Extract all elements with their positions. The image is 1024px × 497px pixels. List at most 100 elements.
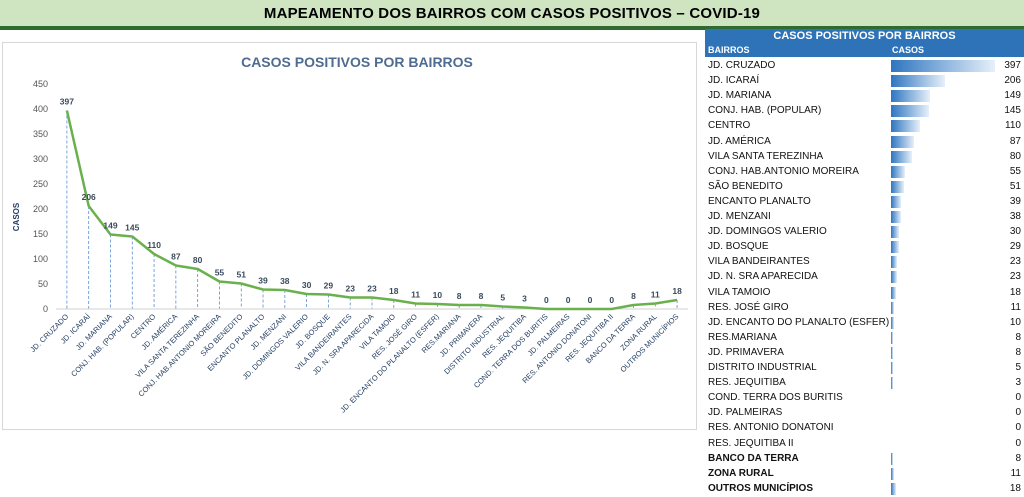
table-row: JD. MARIANA 149 bbox=[705, 89, 1024, 104]
row-bairro-name: JD. ENCANTO DO PLANALTO (ESFER) bbox=[708, 316, 890, 328]
row-data-bar bbox=[891, 211, 901, 223]
row-bairro-name: JD. MENZANI bbox=[708, 211, 771, 222]
row-data-bar bbox=[891, 135, 914, 148]
y-tick-label: 250 bbox=[33, 179, 48, 189]
row-data-bar bbox=[891, 195, 902, 208]
y-axis-label: CASOS bbox=[12, 202, 21, 231]
chart-title: CASOS POSITIVOS POR BAIRROS bbox=[241, 54, 473, 70]
row-casos-value: 55 bbox=[1009, 165, 1021, 177]
row-bairro-name: JD. BOSQUE bbox=[708, 241, 769, 253]
row-data-bar bbox=[891, 362, 893, 374]
data-label: 55 bbox=[215, 268, 225, 278]
cases-table: CASOS POSITIVOS POR BAIRROS BAIRROS CASO… bbox=[705, 29, 1024, 495]
table-row: RES. JOSÉ GIRO 11 bbox=[705, 301, 1024, 316]
table-row: SÃO BENEDITO 51 bbox=[705, 180, 1024, 195]
row-casos-value: 39 bbox=[1009, 195, 1021, 207]
table-row: JD. MENZANI 38 bbox=[705, 210, 1024, 225]
row-bairro-name: COND. TERRA DOS BURITIS bbox=[708, 392, 843, 404]
row-casos-value: 0 bbox=[1015, 407, 1021, 419]
data-label: 5 bbox=[500, 293, 505, 303]
data-label: 38 bbox=[280, 276, 290, 286]
row-casos-value: 8 bbox=[1015, 346, 1021, 358]
table-row: JD. BOSQUE 29 bbox=[705, 240, 1024, 255]
row-casos-value: 11 bbox=[1010, 301, 1021, 313]
data-label: 3 bbox=[522, 294, 527, 304]
data-label: 51 bbox=[237, 270, 247, 280]
row-casos-value: 8 bbox=[1015, 452, 1021, 464]
row-bairro-name: DISTRITO INDUSTRIAL bbox=[708, 362, 817, 373]
data-label: 110 bbox=[147, 240, 161, 250]
data-label: 11 bbox=[651, 290, 660, 300]
row-data-bar bbox=[891, 286, 896, 299]
data-label: 0 bbox=[566, 295, 571, 305]
y-tick-label: 350 bbox=[33, 129, 48, 139]
row-bairro-name: SÃO BENEDITO bbox=[708, 180, 783, 192]
row-casos-value: 23 bbox=[1009, 256, 1021, 268]
data-label: 206 bbox=[82, 192, 96, 202]
data-label: 0 bbox=[588, 295, 593, 305]
row-casos-value: 51 bbox=[1009, 180, 1021, 192]
row-bairro-name: RES. JOSÉ GIRO bbox=[708, 301, 789, 313]
data-label: 145 bbox=[125, 223, 139, 233]
y-tick-label: 100 bbox=[33, 254, 48, 264]
row-casos-value: 110 bbox=[1005, 120, 1021, 132]
table-row: JD. ICARAÍ 206 bbox=[705, 74, 1024, 89]
table-row: ZONA RURAL 11 bbox=[705, 467, 1024, 482]
row-data-bar bbox=[891, 241, 899, 254]
y-tick-label: 0 bbox=[43, 304, 48, 314]
table-row: RES.MARIANA 8 bbox=[705, 331, 1024, 346]
row-casos-value: 3 bbox=[1015, 377, 1021, 389]
y-tick-label: 200 bbox=[33, 204, 48, 214]
row-data-bar bbox=[891, 150, 912, 163]
row-casos-value: 18 bbox=[1009, 482, 1021, 494]
data-label: 80 bbox=[193, 255, 203, 265]
row-casos-value: 145 bbox=[1004, 105, 1021, 117]
row-casos-value: 29 bbox=[1009, 241, 1021, 253]
row-bairro-name: JD. PALMEIRAS bbox=[708, 407, 783, 419]
data-label: 18 bbox=[672, 286, 682, 296]
data-label: 0 bbox=[609, 295, 614, 305]
table-row: JD. AMÉRICA 87 bbox=[705, 135, 1024, 150]
table-row: JD. N. SRA APARECIDA 23 bbox=[705, 270, 1024, 285]
data-label: 39 bbox=[258, 276, 268, 286]
row-bairro-name: ENCANTO PLANALTO bbox=[708, 195, 811, 207]
row-bairro-name: BANCO DA TERRA bbox=[708, 452, 799, 464]
data-label: 8 bbox=[457, 291, 462, 301]
table-row: RES. ANTONIO DONATONI 0 bbox=[705, 421, 1024, 436]
row-data-bar bbox=[891, 377, 893, 390]
table-row: RES. JEQUITIBA 3 bbox=[705, 376, 1024, 391]
table-row: COND. TERRA DOS BURITIS 0 bbox=[705, 391, 1024, 406]
row-bairro-name: JD. MARIANA bbox=[708, 90, 772, 102]
y-tick-label: 50 bbox=[38, 279, 48, 289]
data-label: 8 bbox=[479, 291, 484, 301]
table-row: BANCO DA TERRA 8 bbox=[705, 452, 1024, 467]
row-bairro-name: VILA BANDEIRANTES bbox=[708, 256, 810, 268]
page-banner: MAPEAMENTO DOS BAIRROS COM CASOS POSITIV… bbox=[0, 0, 1024, 30]
row-bairro-name: VILA TAMOIO bbox=[708, 286, 771, 298]
row-casos-value: 8 bbox=[1015, 331, 1021, 343]
table-row: CENTRO 110 bbox=[705, 119, 1024, 134]
row-bairro-name: ZONA RURAL bbox=[708, 467, 774, 479]
row-bairro-name: OUTROS MUNICÍPIOS bbox=[708, 482, 814, 494]
row-bairro-name: RES.MARIANA bbox=[708, 331, 777, 343]
row-data-bar bbox=[891, 271, 898, 284]
row-bairro-name: JD. DOMINGOS VALERIO bbox=[708, 226, 827, 238]
data-label: 0 bbox=[544, 295, 549, 305]
row-data-bar bbox=[891, 346, 894, 359]
row-casos-value: 5 bbox=[1015, 362, 1021, 373]
table-header: BAIRROS CASOS bbox=[705, 43, 1024, 57]
row-casos-value: 149 bbox=[1004, 90, 1021, 102]
row-bairro-name: CONJ. HAB.ANTONIO MOREIRA bbox=[708, 165, 859, 177]
row-data-bar bbox=[891, 226, 899, 239]
row-casos-value: 397 bbox=[1004, 60, 1021, 71]
table-row: JD. DOMINGOS VALERIO 30 bbox=[705, 225, 1024, 240]
row-data-bar bbox=[891, 120, 920, 133]
y-tick-label: 150 bbox=[33, 229, 48, 239]
row-data-bar bbox=[891, 105, 929, 118]
table-row: CONJ. HAB.ANTONIO MOREIRA 55 bbox=[705, 165, 1024, 180]
column-header-casos: CASOS bbox=[892, 45, 925, 55]
row-data-bar bbox=[891, 331, 894, 344]
data-label: 23 bbox=[345, 284, 355, 294]
row-data-bar bbox=[891, 467, 894, 480]
